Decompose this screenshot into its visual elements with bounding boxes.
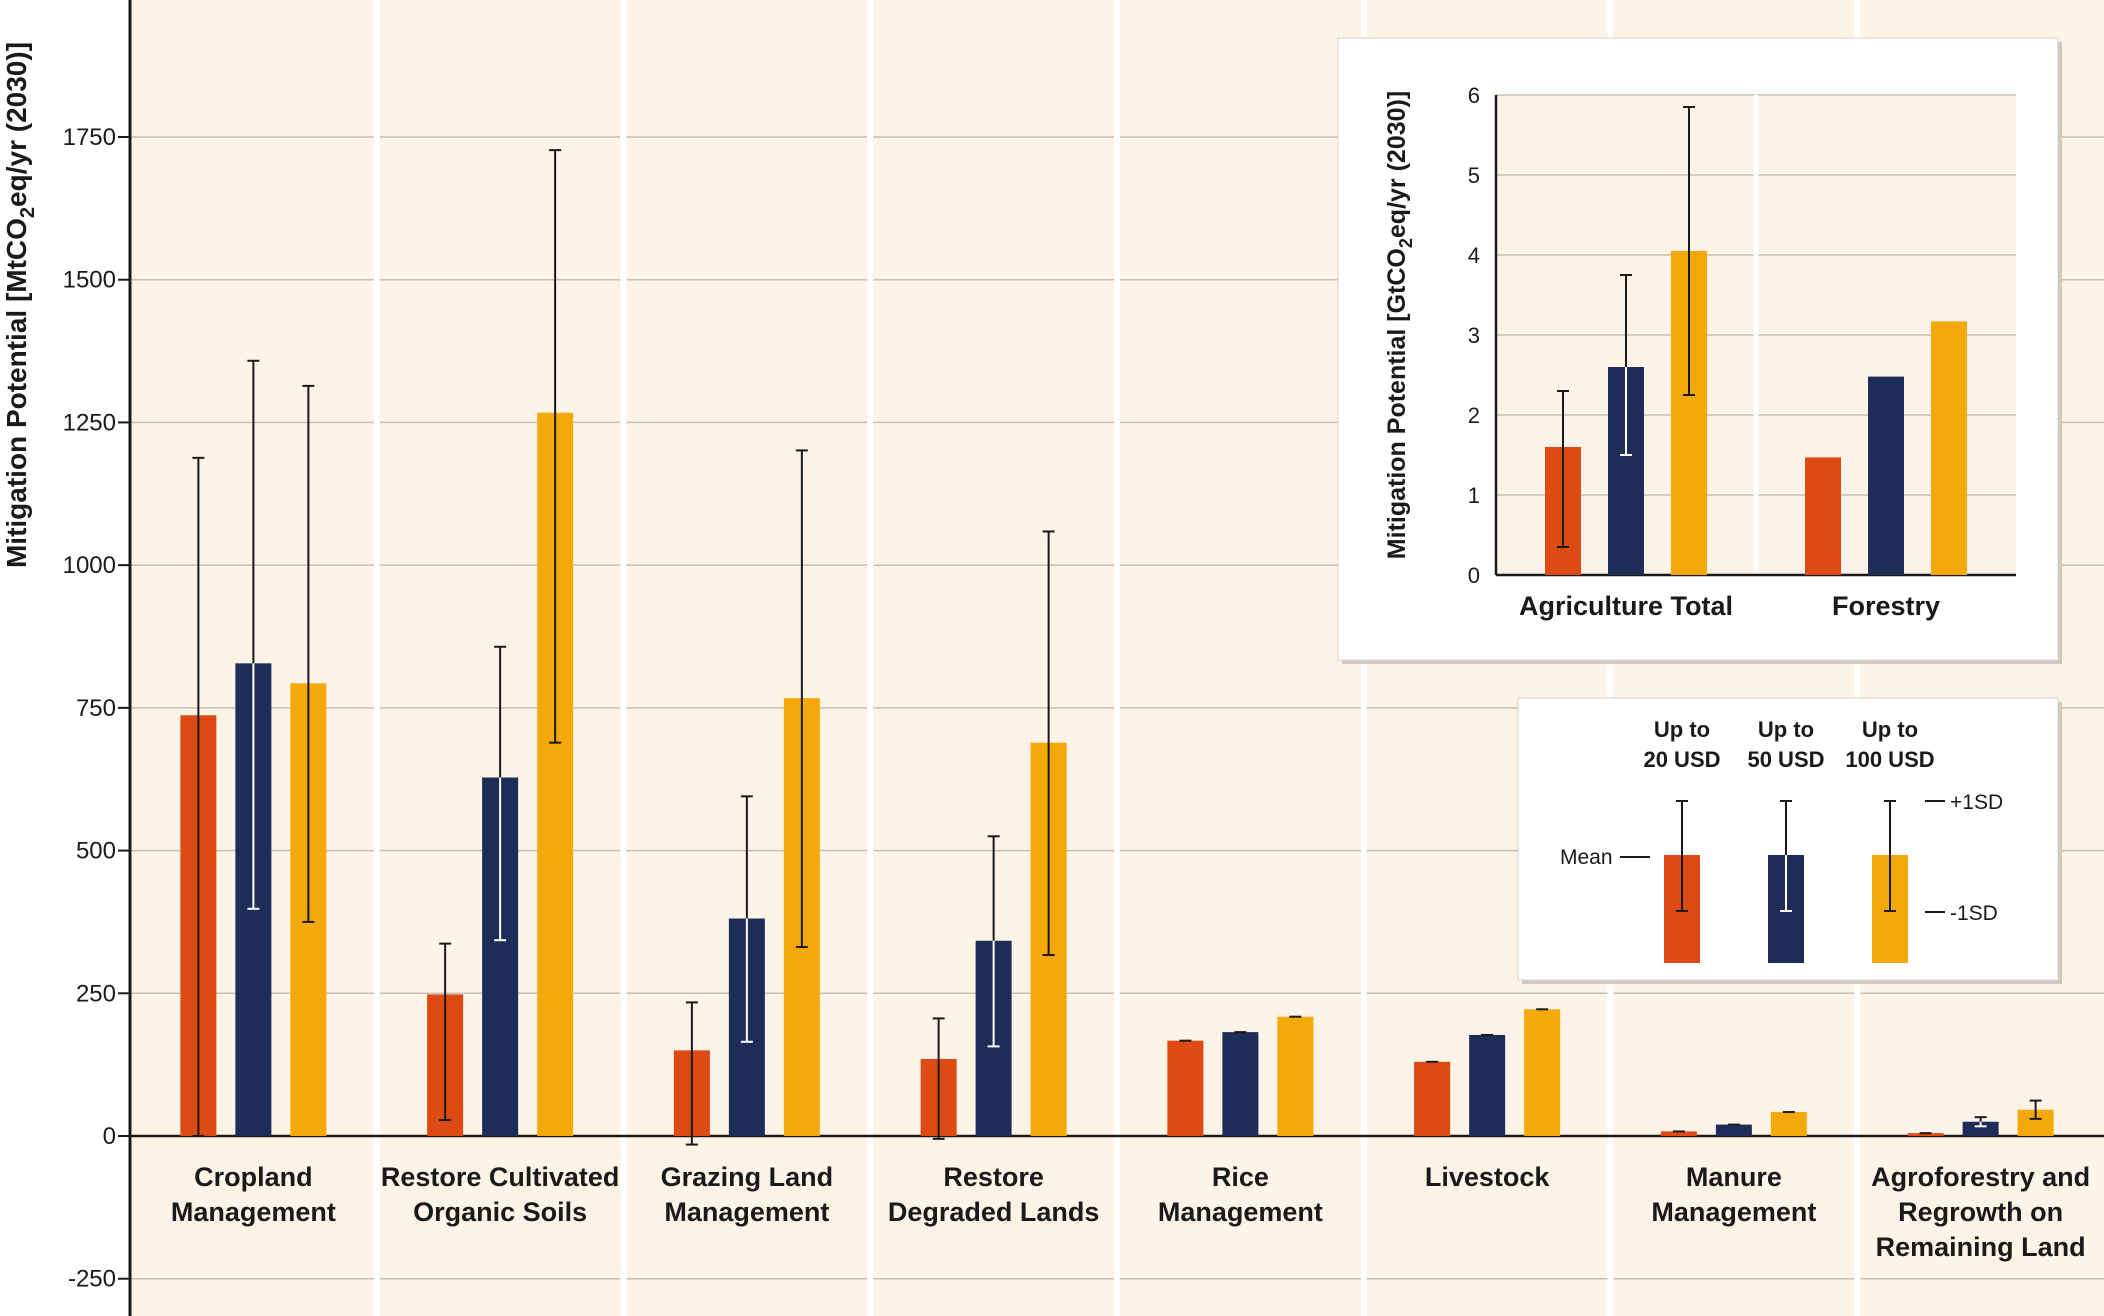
category-label: Rice: [1212, 1162, 1269, 1192]
category-label: Grazing Land: [661, 1162, 834, 1192]
legend-errorbar-50: [1780, 800, 1792, 912]
legend-errorbar-100: [1884, 800, 1896, 912]
error-bar: [494, 645, 507, 942]
inset-y-axis-title-prefix: Mitigation Potential [GtCO: [1383, 248, 1411, 559]
bar-up-to-100: [1524, 1009, 1561, 1136]
bar-up-to-100: [1770, 1112, 1807, 1136]
error-bar: [2029, 1099, 2042, 1120]
category-label: Management: [1158, 1197, 1323, 1227]
error-bar: [549, 149, 562, 744]
legend-header-100-line2: 100 USD: [1845, 747, 1934, 772]
category-label: Management: [171, 1197, 336, 1227]
error-bar: [192, 456, 205, 1137]
inset-error-bar: [1620, 274, 1632, 456]
inset-y-tick-label: 5: [1468, 163, 1480, 188]
inset-y-tick-label: 0: [1468, 563, 1480, 588]
category-label: Restore Cultivated: [381, 1162, 620, 1192]
y-tick-label: 250: [76, 980, 116, 1007]
category-label: Agroforestry and: [1871, 1162, 2090, 1192]
legend-plus-sd-label: +1SD: [1950, 791, 2003, 814]
y-axis-title-prefix: Mitigation Potential [MtCO: [1, 218, 32, 568]
category-label: Livestock: [1425, 1162, 1551, 1192]
legend-mean-label: Mean: [1560, 846, 1613, 869]
bar-up-to-50: [1715, 1124, 1752, 1136]
error-bar: [302, 384, 315, 923]
category-label: Organic Soils: [413, 1197, 587, 1227]
inset-bar-up-to-100: [1931, 321, 1967, 575]
legend-header-20-line1: Up to: [1654, 717, 1710, 742]
bar-up-to-100: [1277, 1016, 1314, 1136]
category-label: Manure: [1686, 1162, 1782, 1192]
y-tick-label: 1250: [63, 409, 116, 436]
inset-error-bar: [1557, 390, 1569, 548]
legend-header-100-line1: Up to: [1862, 717, 1918, 742]
legend-header-50-line1: Up to: [1758, 717, 1814, 742]
y-axis-title-subscript: 2: [17, 207, 39, 218]
y-tick-label: 1500: [63, 267, 116, 294]
legend-minus-sd-label: -1SD: [1950, 902, 1998, 925]
y-tick-label: -250: [68, 1266, 116, 1293]
legend-errorbar-20: [1676, 800, 1688, 912]
category-label: Cropland: [194, 1162, 313, 1192]
category-label: Restore: [943, 1162, 1044, 1192]
inset-bar-up-to-20: [1805, 457, 1841, 575]
error-bar: [932, 1017, 945, 1140]
y-tick-label: 0: [103, 1123, 116, 1150]
inset-panel: 6 5 4 3 2 1 0 Agriculture Total Forestry Mitigat…: [1337, 37, 2062, 664]
inset-category-label: Agriculture Total: [1519, 591, 1733, 621]
bar-up-to-20: [1660, 1131, 1697, 1136]
inset-category-label: Forestry: [1832, 591, 1940, 621]
category-label: Regrowth on: [1898, 1197, 2063, 1227]
error-bar: [247, 359, 260, 910]
error-bar: [987, 835, 1000, 1048]
category-label: Management: [664, 1197, 829, 1227]
inset-bar-up-to-50: [1868, 376, 1904, 575]
y-tick-label: 500: [76, 838, 116, 865]
inset-plot: 6 5 4 3 2 1 0 Agriculture Total Forestry: [1468, 83, 2016, 621]
legend-header-20-line2: 20 USD: [1643, 747, 1720, 772]
inset-y-axis-title-subscript: 2: [1396, 238, 1416, 248]
bar-up-to-50: [1962, 1121, 1999, 1136]
error-bar: [1974, 1116, 1987, 1128]
inset-y-tick-label: 3: [1468, 323, 1480, 348]
y-axis-title: Mitigation Potential [MtCO2eq/yr (2030)]: [1, 42, 39, 568]
bar-up-to-50: [1222, 1032, 1259, 1136]
bar-up-to-20: [1907, 1133, 1944, 1136]
inset-y-axis-title: Mitigation Potential [GtCO2eq/yr (2030)]: [1383, 91, 1416, 559]
error-bar: [685, 1001, 698, 1146]
error-bar: [795, 449, 808, 949]
legend-panel: Up to 20 USD Up to 50 USD Up to 100 USD …: [1517, 697, 2062, 984]
error-bar: [439, 942, 452, 1122]
error-bar: [740, 795, 753, 1043]
category-label: Degraded Lands: [888, 1197, 1100, 1227]
inset-y-tick-label: 1: [1468, 483, 1480, 508]
inset-y-tick-label: 2: [1468, 403, 1480, 428]
category-label: Management: [1651, 1197, 1816, 1227]
legend-header-50-line2: 50 USD: [1747, 747, 1824, 772]
y-tick-label: 1750: [63, 124, 116, 151]
bar-up-to-20: [1414, 1061, 1451, 1136]
inset-y-tick-label: 4: [1468, 243, 1480, 268]
error-bar: [1042, 530, 1055, 957]
inset-y-tick-label: 6: [1468, 83, 1480, 108]
inset-error-bar: [1683, 106, 1695, 396]
category-label: Remaining Land: [1876, 1232, 2086, 1262]
y-axis-title-suffix: eq/yr (2030)]: [1, 42, 32, 207]
y-tick-label: 750: [76, 695, 116, 722]
inset-y-axis-title-suffix: eq/yr (2030)]: [1383, 91, 1411, 238]
bar-up-to-50: [1469, 1034, 1506, 1136]
y-tick-label: 1000: [63, 552, 116, 579]
bar-up-to-20: [1167, 1040, 1204, 1136]
